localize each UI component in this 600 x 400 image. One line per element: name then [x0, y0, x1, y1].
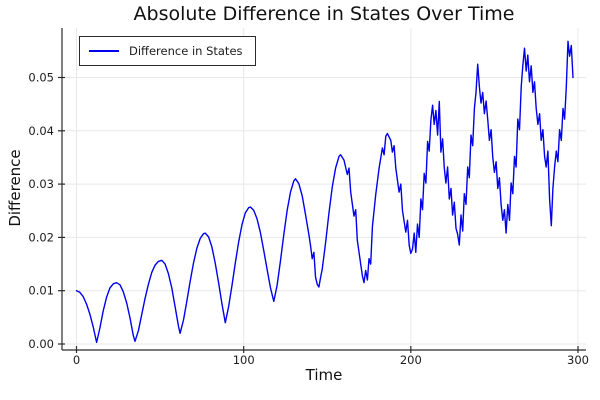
legend-line-swatch — [89, 50, 119, 52]
x-tick-label: 0 — [73, 353, 80, 367]
y-tick-label: 0.04 — [28, 124, 54, 138]
y-tick-label: 0.01 — [28, 284, 54, 298]
x-tick-label: 300 — [567, 353, 589, 367]
x-tick-label: 200 — [400, 353, 422, 367]
series-line — [75, 40, 574, 344]
y-tick-label: 0.03 — [28, 177, 54, 191]
y-tick-label: 0.05 — [28, 71, 54, 85]
x-axis-label: Time — [305, 366, 343, 384]
chart-title: Absolute Difference in States Over Time — [133, 3, 515, 25]
legend-box: Difference in States — [79, 36, 256, 66]
legend-entry-label: Difference in States — [129, 44, 243, 58]
x-tick-label: 100 — [233, 353, 255, 367]
y-axis-label: Difference — [6, 149, 24, 227]
y-tick-label: 0.00 — [28, 337, 54, 351]
y-tick-label: 0.02 — [28, 230, 54, 244]
